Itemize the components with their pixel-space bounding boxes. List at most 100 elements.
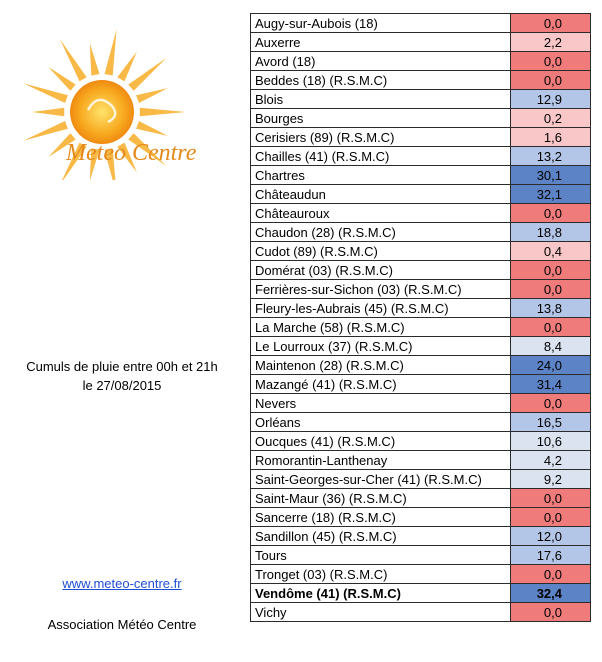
- station-name: La Marche (58) (R.S.M.C): [250, 317, 511, 337]
- station-name: Châteaudun: [250, 184, 511, 204]
- table-row: Oucques (41) (R.S.M.C) 10,6: [250, 431, 591, 451]
- station-name: Ferrières-sur-Sichon (03) (R.S.M.C): [250, 279, 511, 299]
- rainfall-value: 0,0: [510, 70, 591, 90]
- station-name: Orléans: [250, 412, 511, 432]
- station-name: Le Lourroux (37) (R.S.M.C): [250, 336, 511, 356]
- sun-ray: [89, 43, 100, 76]
- table-row: Chartres 30,1: [250, 165, 591, 185]
- table-row: Avord (18) 0,0: [250, 51, 591, 71]
- station-name: Sancerre (18) (R.S.M.C): [250, 507, 511, 527]
- rainfall-value: 18,8: [510, 222, 591, 242]
- rainfall-value: 13,2: [510, 146, 591, 166]
- table-row: Mazangé (41) (R.S.M.C) 31,4: [250, 374, 591, 394]
- table-row: Vendôme (41) (R.S.M.C) 32,4: [250, 583, 591, 603]
- rainfall-value: 9,2: [510, 469, 591, 489]
- rainfall-value: 0,0: [510, 317, 591, 337]
- station-name: Chartres: [250, 165, 511, 185]
- meteo-centre-logo: Meteo Centre: [23, 29, 197, 180]
- table-row: Tronget (03) (R.S.M.C) 0,0: [250, 564, 591, 584]
- rainfall-value: 1,6: [510, 127, 591, 147]
- table-row: Bourges 0,2: [250, 108, 591, 128]
- table-row: Saint-Georges-sur-Cher (41) (R.S.M.C) 9,2: [250, 469, 591, 489]
- sun-ray: [117, 51, 137, 82]
- rainfall-value: 8,4: [510, 336, 591, 356]
- sun-ray: [62, 142, 87, 180]
- station-name: Saint-Georges-sur-Cher (41) (R.S.M.C): [250, 469, 511, 489]
- rainfall-value: 31,4: [510, 374, 591, 394]
- table-row: Orléans 16,5: [250, 412, 591, 432]
- station-name: Sandillon (45) (R.S.M.C): [250, 526, 511, 546]
- station-name: Oucques (41) (R.S.M.C): [250, 431, 511, 451]
- station-name: Chailles (41) (R.S.M.C): [250, 146, 511, 166]
- sun-ray: [104, 29, 117, 76]
- sun-ray: [136, 121, 168, 136]
- station-name: Chaudon (28) (R.S.M.C): [250, 222, 511, 242]
- sun-ray: [139, 107, 186, 117]
- table-row: Chailles (41) (R.S.M.C) 13,2: [250, 146, 591, 166]
- station-name: Fleury-les-Aubrais (45) (R.S.M.C): [250, 298, 511, 318]
- caption: Cumuls de pluie entre 00h et 21h le 27/0…: [10, 357, 234, 395]
- rainfall-value: 0,0: [510, 51, 591, 71]
- table-row: Domérat (03) (R.S.M.C) 0,0: [250, 260, 591, 280]
- sun-ray: [23, 83, 68, 103]
- sun-ray: [48, 133, 76, 157]
- rainfall-value: 0,0: [510, 507, 591, 527]
- sun-ray: [32, 107, 65, 117]
- table-row: Le Lourroux (37) (R.S.M.C) 8,4: [250, 336, 591, 356]
- table-row: Saint-Maur (36) (R.S.M.C) 0,0: [250, 488, 591, 508]
- table-row: Nevers 0,0: [250, 393, 591, 413]
- station-name: Saint-Maur (36) (R.S.M.C): [250, 488, 511, 508]
- station-name: Tronget (03) (R.S.M.C): [250, 564, 511, 584]
- rainfall-value: 0,0: [510, 13, 591, 33]
- rainfall-value: 4,2: [510, 450, 591, 470]
- rainfall-value: 0,0: [510, 564, 591, 584]
- rainfall-value: 0,0: [510, 488, 591, 508]
- table-row: Blois 12,9: [250, 89, 591, 109]
- table-row: Fleury-les-Aubrais (45) (R.S.M.C) 13,8: [250, 298, 591, 318]
- table-row: Augy-sur-Aubois (18) 0,0: [250, 13, 591, 33]
- rainfall-value: 10,6: [510, 431, 591, 451]
- table-row: Châteaudun 32,1: [250, 184, 591, 204]
- station-name: Bourges: [250, 108, 511, 128]
- rainfall-value: 12,9: [510, 89, 591, 109]
- sun-ray: [117, 142, 137, 173]
- station-name: Maintenon (28) (R.S.M.C): [250, 355, 511, 375]
- sun-ray: [104, 148, 116, 180]
- table-row: Beddes (18) (R.S.M.C) 0,0: [250, 70, 591, 90]
- rainfall-value: 0,0: [510, 602, 591, 622]
- rainfall-value: 32,1: [510, 184, 591, 204]
- table-row: Maintenon (28) (R.S.M.C) 24,0: [250, 355, 591, 375]
- rainfall-value: 0,0: [510, 393, 591, 413]
- rainfall-value: 17,6: [510, 545, 591, 565]
- table-row: La Marche (58) (R.S.M.C) 0,0: [250, 317, 591, 337]
- rainfall-value: 24,0: [510, 355, 591, 375]
- website-link[interactable]: www.meteo-centre.fr: [62, 576, 182, 591]
- rainfall-value: 0,4: [510, 241, 591, 261]
- sun-ray: [136, 88, 168, 103]
- rainfall-value: 16,5: [510, 412, 591, 432]
- station-name: Vendôme (41) (R.S.M.C): [250, 583, 511, 603]
- station-name: Vichy: [250, 602, 511, 622]
- rainfall-value: 12,0: [510, 526, 591, 546]
- table-row: Auxerre 2,2: [250, 32, 591, 52]
- sun-ray: [60, 39, 87, 82]
- station-name: Blois: [250, 89, 511, 109]
- sun-ray: [48, 67, 76, 91]
- caption-line2: le 27/08/2015: [82, 378, 162, 393]
- table-row: Tours 17,6: [250, 545, 591, 565]
- table-row: Sancerre (18) (R.S.M.C) 0,0: [250, 507, 591, 527]
- station-name: Nevers: [250, 393, 511, 413]
- rainfall-value: 0,0: [510, 260, 591, 280]
- rainfall-value: 13,8: [510, 298, 591, 318]
- sun-icon: [70, 80, 134, 144]
- station-name: Romorantin-Lanthenay: [250, 450, 511, 470]
- table-row: Romorantin-Lanthenay 4,2: [250, 450, 591, 470]
- association-name: Association Météo Centre: [47, 617, 197, 632]
- rainfall-value: 0,0: [510, 203, 591, 223]
- rainfall-value: 0,0: [510, 279, 591, 299]
- table-row: Ferrières-sur-Sichon (03) (R.S.M.C) 0,0: [250, 279, 591, 299]
- station-name: Avord (18): [250, 51, 511, 71]
- sun-ray: [128, 133, 167, 166]
- station-name: Châteauroux: [250, 203, 511, 223]
- table-row: Cudot (89) (R.S.M.C) 0,4: [250, 241, 591, 261]
